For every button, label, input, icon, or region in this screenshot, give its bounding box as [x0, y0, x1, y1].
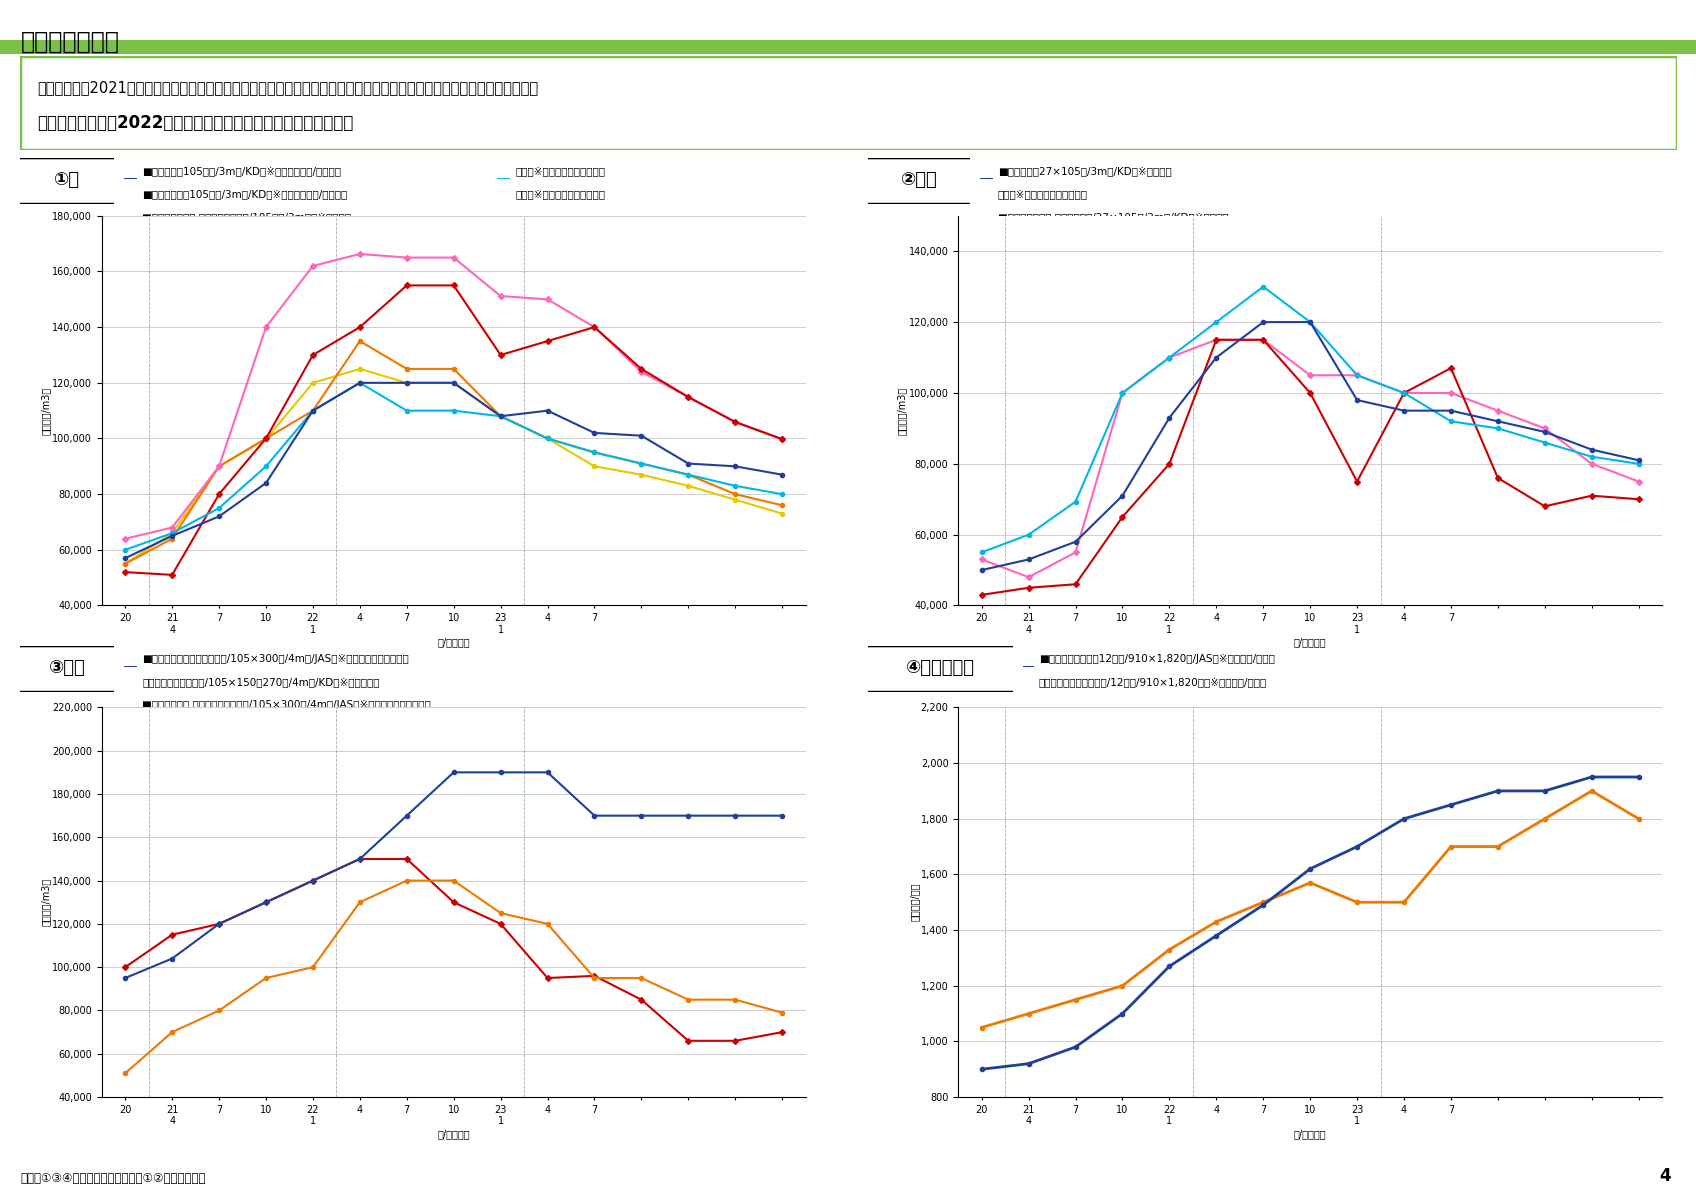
Text: 上昇。令和４年（2022年）以降も、以前に比べて高値圏で推移。: 上昇。令和４年（2022年）以降も、以前に比べて高値圏で推移。	[37, 114, 353, 132]
Text: 輸入合板（東南アジア産/12㎜厚/910×1,820㎜）※関東市場/問屋着: 輸入合板（東南アジア産/12㎜厚/910×1,820㎜）※関東市場/問屋着	[1038, 677, 1267, 687]
Text: 〃　　※関東プレカット工場着: 〃 ※関東プレカット工場着	[142, 235, 232, 245]
Text: ④構造用合板: ④構造用合板	[906, 659, 975, 677]
FancyBboxPatch shape	[15, 646, 117, 692]
Text: ■レッドウッド 集成平角（国内生産/105×300㎜/4m長/JAS）※関東プレカット工場着: ■レッドウッド 集成平角（国内生産/105×300㎜/4m長/JAS）※関東プレ…	[142, 700, 431, 710]
Text: ・令和３年（2021年）は、世界的な木材需要の高まり等により輸入材製品価格が高騰し、代替需要により国産材製品価格も: ・令和３年（2021年）は、世界的な木材需要の高まり等により輸入材製品価格が高騰…	[37, 80, 538, 95]
Y-axis label: 価格（円/m3）: 価格（円/m3）	[41, 386, 51, 435]
Text: （集成管柱の価格は円/本を円/m3に換算）: （集成管柱の価格は円/本を円/m3に換算）	[154, 258, 276, 267]
Text: ■国産針葉樹合板（12㎜厚/910×1,820㎜/JAS）※関東市場/問屋着: ■国産針葉樹合板（12㎜厚/910×1,820㎜/JAS）※関東市場/問屋着	[1038, 655, 1275, 664]
Y-axis label: 価格（円/m3）: 価格（円/m3）	[897, 386, 907, 435]
Y-axis label: 価格（円/枚）: 価格（円/枚）	[909, 882, 919, 922]
Text: 資料：①③④木材建材ウイクリー、①②日刊木材新聞: 資料：①③④木材建材ウイクリー、①②日刊木材新聞	[20, 1171, 205, 1185]
Text: 4: 4	[1659, 1167, 1671, 1185]
FancyBboxPatch shape	[862, 646, 1018, 692]
Text: 〃　　※関東プレカット工場着: 〃 ※関東プレカット工場着	[997, 235, 1087, 245]
Text: ②間柱: ②間柱	[901, 171, 938, 189]
Text: （２）製品価格: （２）製品価格	[20, 30, 119, 54]
X-axis label: 年/月（週）: 年/月（週）	[1294, 1129, 1326, 1139]
Text: ①柱: ①柱	[54, 171, 80, 189]
Text: ■スギ間柱（27×105㎜/3m長/KD）※市売市場: ■スギ間柱（27×105㎜/3m長/KD）※市売市場	[997, 167, 1172, 176]
FancyBboxPatch shape	[863, 158, 974, 204]
Text: ■ホワイトウッド 間柱（欧州産/27×105㎜/3m長/KD）※問屋卸し: ■ホワイトウッド 間柱（欧州産/27×105㎜/3m長/KD）※問屋卸し	[997, 212, 1228, 222]
Y-axis label: 価格（円/m3）: 価格（円/m3）	[41, 878, 51, 927]
FancyBboxPatch shape	[20, 56, 1677, 150]
Text: ③平角: ③平角	[49, 659, 85, 677]
Text: 〃　　※関東プレカット工場着: 〃 ※関東プレカット工場着	[516, 189, 605, 199]
Text: ■ヒノキ柱角（105㎜角/3m長/KD）※関東市売市場/置場渡し: ■ヒノキ柱角（105㎜角/3m長/KD）※関東市売市場/置場渡し	[142, 189, 348, 199]
Text: ■米マツ集成平角（国内生産/105×300㎜/4m長/JAS）※関東プレカット工場着: ■米マツ集成平角（国内生産/105×300㎜/4m長/JAS）※関東プレカット工…	[142, 655, 409, 664]
X-axis label: 年/月（週）: 年/月（週）	[1294, 638, 1326, 647]
Text: 〃　　※関東プレカット工場着: 〃 ※関東プレカット工場着	[997, 189, 1087, 199]
X-axis label: 年/月（週）: 年/月（週）	[438, 638, 470, 647]
X-axis label: 年/月（週）: 年/月（週）	[438, 1129, 470, 1139]
Text: 〃　　※関東プレカット工場着: 〃 ※関東プレカット工場着	[516, 167, 605, 176]
Text: ■スギ柱角（105㎜角/3m長/KD）※関東市売市場/置場渡し: ■スギ柱角（105㎜角/3m長/KD）※関東市売市場/置場渡し	[142, 167, 341, 176]
Text: 米マツ平角（国内生産/105×150～270㎜/4m長/KD）※国家間屋着: 米マツ平角（国内生産/105×150～270㎜/4m長/KD）※国家間屋着	[142, 677, 380, 687]
FancyBboxPatch shape	[15, 158, 117, 204]
Text: ■ホワイトウッド 集成管柱（欧州産/105㎜角/3m長）※京浜市場: ■ホワイトウッド 集成管柱（欧州産/105㎜角/3m長）※京浜市場	[142, 212, 351, 222]
